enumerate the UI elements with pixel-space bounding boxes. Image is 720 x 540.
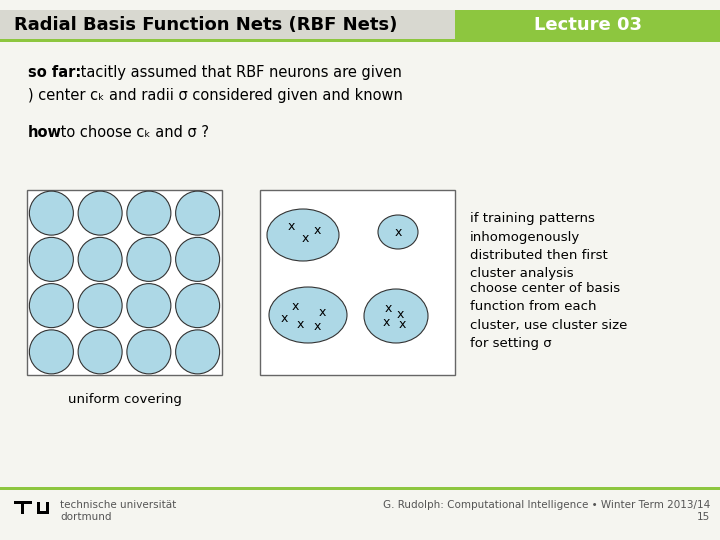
Text: x: x [287,220,294,233]
Ellipse shape [176,330,220,374]
Bar [37,511,49,514]
Text: x: x [318,306,325,319]
Text: tacitly assumed that RBF neurons are given: tacitly assumed that RBF neurons are giv… [76,65,402,80]
Text: G. Rudolph: Computational Intelligence • Winter Term 2013/14
15: G. Rudolph: Computational Intelligence •… [383,500,710,522]
Ellipse shape [127,238,171,281]
Bar [46,502,49,514]
Bar [455,10,720,40]
Text: if training patterns
inhomogenously
distributed then first
cluster analysis: if training patterns inhomogenously dist… [470,212,608,280]
Bar [37,502,40,514]
Bar [0,10,720,40]
Text: how: how [28,125,62,140]
Ellipse shape [176,238,220,281]
Text: ) center cₖ and radii σ considered given and known: ) center cₖ and radii σ considered given… [28,88,403,103]
Bar [14,501,32,504]
Text: x: x [395,226,402,239]
Text: x: x [297,318,304,330]
Text: x: x [313,321,320,334]
Bar [260,190,455,375]
Ellipse shape [267,209,339,261]
Ellipse shape [30,191,73,235]
Ellipse shape [364,289,428,343]
Ellipse shape [176,191,220,235]
Text: Radial Basis Function Nets (RBF Nets): Radial Basis Function Nets (RBF Nets) [14,16,397,34]
Ellipse shape [30,284,73,328]
Ellipse shape [127,284,171,328]
Text: x: x [301,232,309,245]
Ellipse shape [127,330,171,374]
Text: x: x [396,308,404,321]
Text: dortmund: dortmund [60,512,112,522]
Ellipse shape [78,284,122,328]
Ellipse shape [269,287,347,343]
Text: x: x [280,312,288,325]
Bar [27,190,222,375]
Ellipse shape [30,238,73,281]
Text: uniform covering: uniform covering [68,393,181,406]
Ellipse shape [378,215,418,249]
Ellipse shape [30,330,73,374]
Text: Lecture 03: Lecture 03 [534,16,642,34]
Bar [0,487,720,490]
Text: technische universität: technische universität [60,500,176,510]
Ellipse shape [78,238,122,281]
Bar [0,39,720,42]
Text: x: x [313,224,320,237]
Text: to choose cₖ and σ ?: to choose cₖ and σ ? [56,125,209,140]
Text: x: x [382,315,390,328]
Ellipse shape [127,191,171,235]
Text: x: x [398,318,405,330]
Ellipse shape [78,191,122,235]
Text: so far:: so far: [28,65,81,80]
Text: choose center of basis
function from each
cluster, use cluster size
for setting : choose center of basis function from eac… [470,282,627,350]
Text: x: x [384,302,392,315]
Text: x: x [292,300,299,314]
Ellipse shape [176,284,220,328]
Ellipse shape [78,330,122,374]
Bar [21,504,24,514]
